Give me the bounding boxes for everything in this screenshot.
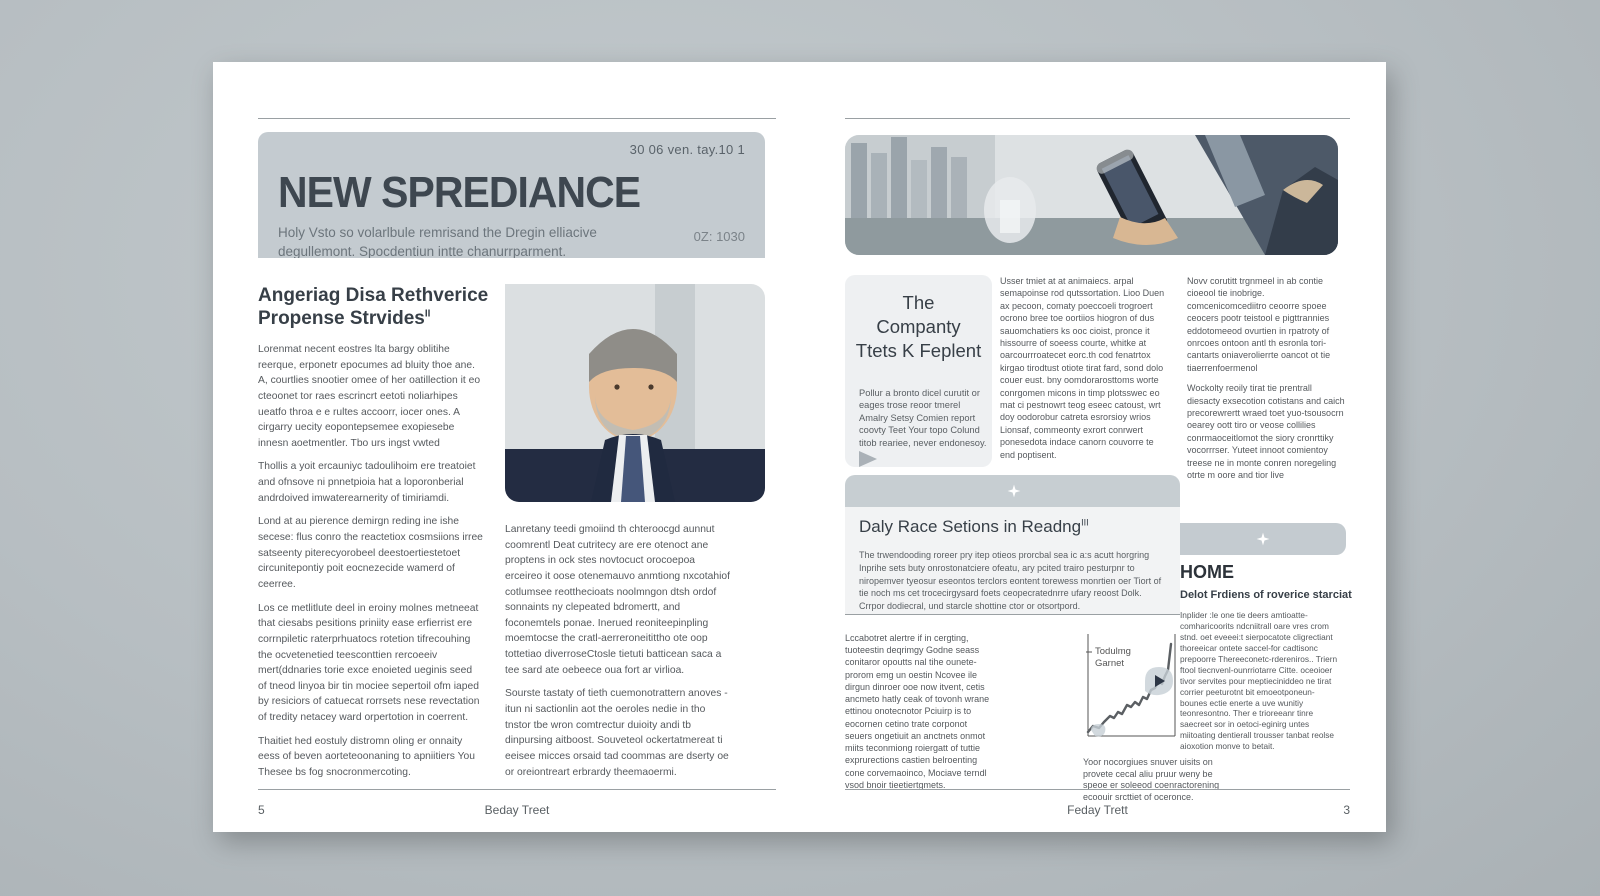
svg-text:Todulmg: Todulmg bbox=[1095, 646, 1131, 657]
svg-text:Garnet: Garnet bbox=[1095, 658, 1124, 669]
